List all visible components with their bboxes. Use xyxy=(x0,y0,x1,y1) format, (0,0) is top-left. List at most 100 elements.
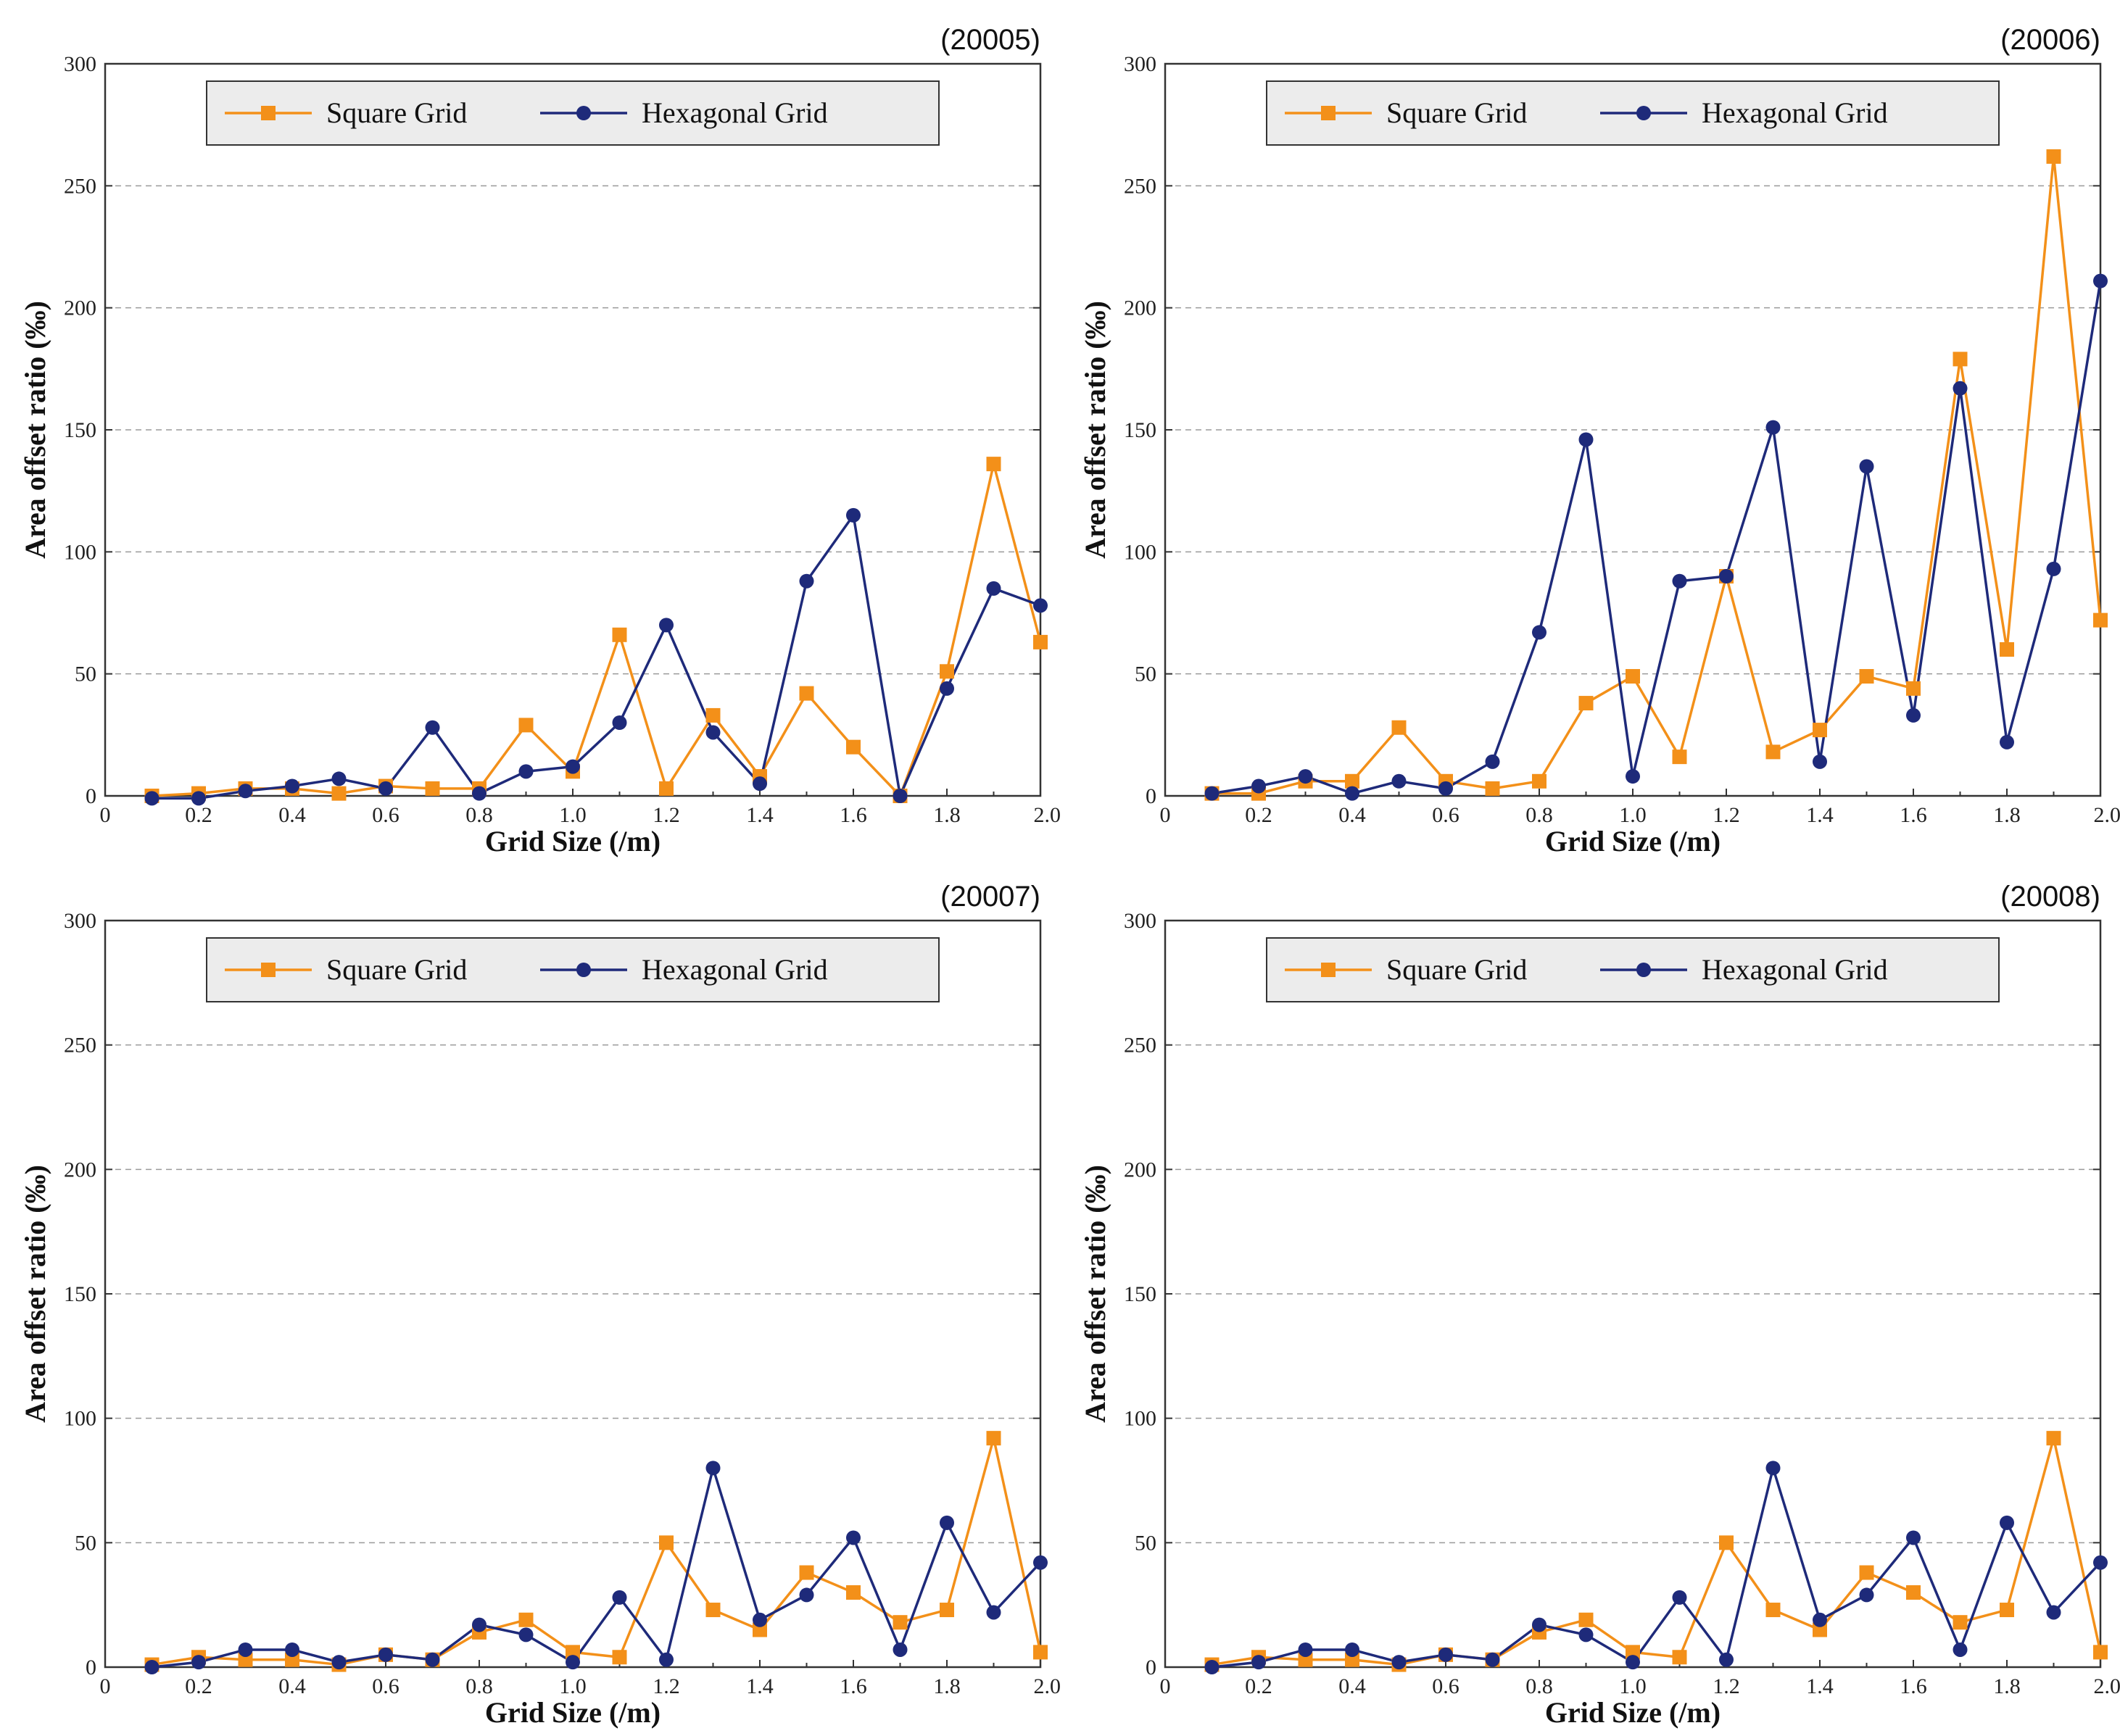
x-tick-label: 0.6 xyxy=(1432,803,1459,827)
square-grid-point xyxy=(1345,773,1359,789)
square-grid-point xyxy=(566,1645,580,1660)
square-grid-point xyxy=(1719,1535,1734,1550)
y-tick-label: 100 xyxy=(64,540,96,564)
x-tick-label: 1.4 xyxy=(746,803,774,827)
square-grid-point xyxy=(238,1652,253,1667)
x-tick-label: 0.2 xyxy=(1245,803,1272,827)
hexagonal-grid-point xyxy=(1033,1555,1048,1570)
x-tick-label: 1.8 xyxy=(1993,803,2021,827)
square-grid-point xyxy=(753,1622,767,1637)
x-tick-label: 1.4 xyxy=(746,1674,774,1698)
square-grid-point xyxy=(2093,612,2108,628)
x-tick-label: 2.0 xyxy=(1034,803,1061,827)
x-tick-label: 0.4 xyxy=(1338,803,1366,827)
hexagonal-grid-point xyxy=(893,1642,908,1657)
x-tick-label: 1.0 xyxy=(559,1674,587,1698)
y-tick-label: 100 xyxy=(1124,1407,1156,1431)
x-tick-label: 0 xyxy=(1160,803,1171,827)
hexagonal-grid-point xyxy=(378,1647,393,1662)
hexagonal-grid-point xyxy=(1204,786,1220,801)
square-grid-point xyxy=(1532,773,1546,789)
hexagonal-grid-point xyxy=(1438,781,1453,796)
y-tick-label: 250 xyxy=(64,174,96,198)
hexagonal-grid-point xyxy=(144,791,160,806)
x-tick-label: 0 xyxy=(100,803,111,827)
hexagonal-grid-point xyxy=(659,618,674,633)
hexagonal-grid-point xyxy=(846,1530,861,1545)
hexagonal-grid-point xyxy=(1626,769,1640,784)
hexagonal-grid-point xyxy=(472,1617,486,1632)
hexagonal-grid-point xyxy=(1626,1655,1640,1670)
hexagonal-grid-point xyxy=(1298,769,1313,784)
square-grid-point xyxy=(612,1650,627,1665)
x-tick-label: 0.4 xyxy=(1338,1674,1366,1698)
hexagonal-grid-point xyxy=(518,1627,534,1642)
x-tick-label: 1.6 xyxy=(1900,1674,1927,1698)
square-grid-point xyxy=(1859,1565,1874,1580)
legend-hex-marker xyxy=(1636,963,1651,977)
y-tick-label: 150 xyxy=(1124,1282,1156,1306)
square-grid-point xyxy=(940,664,954,679)
legend-square-label: Square Grid xyxy=(1386,96,1527,129)
square-grid-point xyxy=(1906,1585,1921,1600)
hexagonal-grid-point xyxy=(191,791,206,806)
x-tick-label: 0.8 xyxy=(1525,1674,1553,1698)
hexagonal-grid-point xyxy=(846,507,861,523)
hexagonal-grid-point xyxy=(331,771,347,786)
hexagonal-grid-point xyxy=(986,1605,1001,1620)
square-grid-point xyxy=(1578,1612,1594,1627)
y-tick-label: 50 xyxy=(75,663,96,686)
y-tick-label: 300 xyxy=(64,909,96,933)
hexagonal-grid-point xyxy=(2093,273,2108,288)
hexagonal-grid-point xyxy=(753,1612,767,1627)
square-grid-point xyxy=(705,1603,721,1618)
x-tick-label: 0.2 xyxy=(185,803,212,827)
square-grid-point xyxy=(1672,1650,1687,1665)
hexagonal-grid-point xyxy=(238,1642,253,1657)
y-axis-title: Area offset ratio (‰) xyxy=(19,301,51,559)
y-tick-label: 50 xyxy=(1135,663,1156,686)
square-grid-series-line xyxy=(1212,1437,2102,1666)
square-grid-point xyxy=(1953,1615,1968,1630)
hexagonal-grid-point xyxy=(940,1515,954,1530)
hexagonal-grid-point xyxy=(518,764,534,779)
legend-square-label: Square Grid xyxy=(1386,953,1527,986)
hexagonal-grid-point xyxy=(893,789,908,803)
y-tick-label: 0 xyxy=(86,784,96,808)
x-tick-label: 1.6 xyxy=(840,803,867,827)
y-tick-label: 0 xyxy=(86,1656,96,1679)
chart-panel-20006: 0 50 100 150 200 250 300 0 0.2 0.4 0.6 0.8 1.0 1.2 1.4… xyxy=(1079,24,2120,857)
square-grid-point xyxy=(1813,723,1827,738)
y-tick-label: 300 xyxy=(64,52,96,76)
square-grid-point xyxy=(799,1565,814,1580)
y-tick-label: 100 xyxy=(64,1407,96,1431)
y-tick-label: 200 xyxy=(1124,296,1156,320)
hexagonal-grid-point xyxy=(1204,1660,1220,1674)
hexagonal-grid-point xyxy=(2000,1515,2014,1530)
y-tick-label: 50 xyxy=(75,1531,96,1555)
square-grid-point xyxy=(659,781,674,796)
y-tick-label: 150 xyxy=(64,1282,96,1306)
hexagonal-grid-series-line xyxy=(152,1466,1042,1669)
y-tick-label: 250 xyxy=(1124,1034,1156,1058)
hexagonal-grid-point xyxy=(1906,707,1921,723)
square-grid-point xyxy=(2000,1603,2014,1618)
x-tick-label: 1.2 xyxy=(653,803,680,827)
hexagonal-grid-point xyxy=(1578,1627,1594,1642)
square-grid-point xyxy=(1859,669,1874,684)
square-grid-point xyxy=(1578,696,1594,711)
square-grid-point xyxy=(659,1535,674,1550)
hexagonal-grid-point xyxy=(1251,1655,1266,1670)
square-grid-point xyxy=(1906,681,1921,696)
y-axis-title: Area offset ratio (‰) xyxy=(1079,301,1111,559)
square-grid-point xyxy=(285,1652,299,1667)
x-tick-label: 1.6 xyxy=(840,1674,867,1698)
hexagonal-grid-point xyxy=(1391,773,1407,789)
square-grid-point xyxy=(986,457,1001,472)
hexagonal-grid-series-line xyxy=(152,514,1041,800)
hexagonal-grid-point xyxy=(1438,1647,1453,1662)
hexagonal-grid-point xyxy=(753,776,767,792)
hexagonal-grid-point xyxy=(1906,1530,1921,1545)
x-tick-label: 1.6 xyxy=(1900,803,1927,827)
square-grid-point xyxy=(1485,781,1500,796)
